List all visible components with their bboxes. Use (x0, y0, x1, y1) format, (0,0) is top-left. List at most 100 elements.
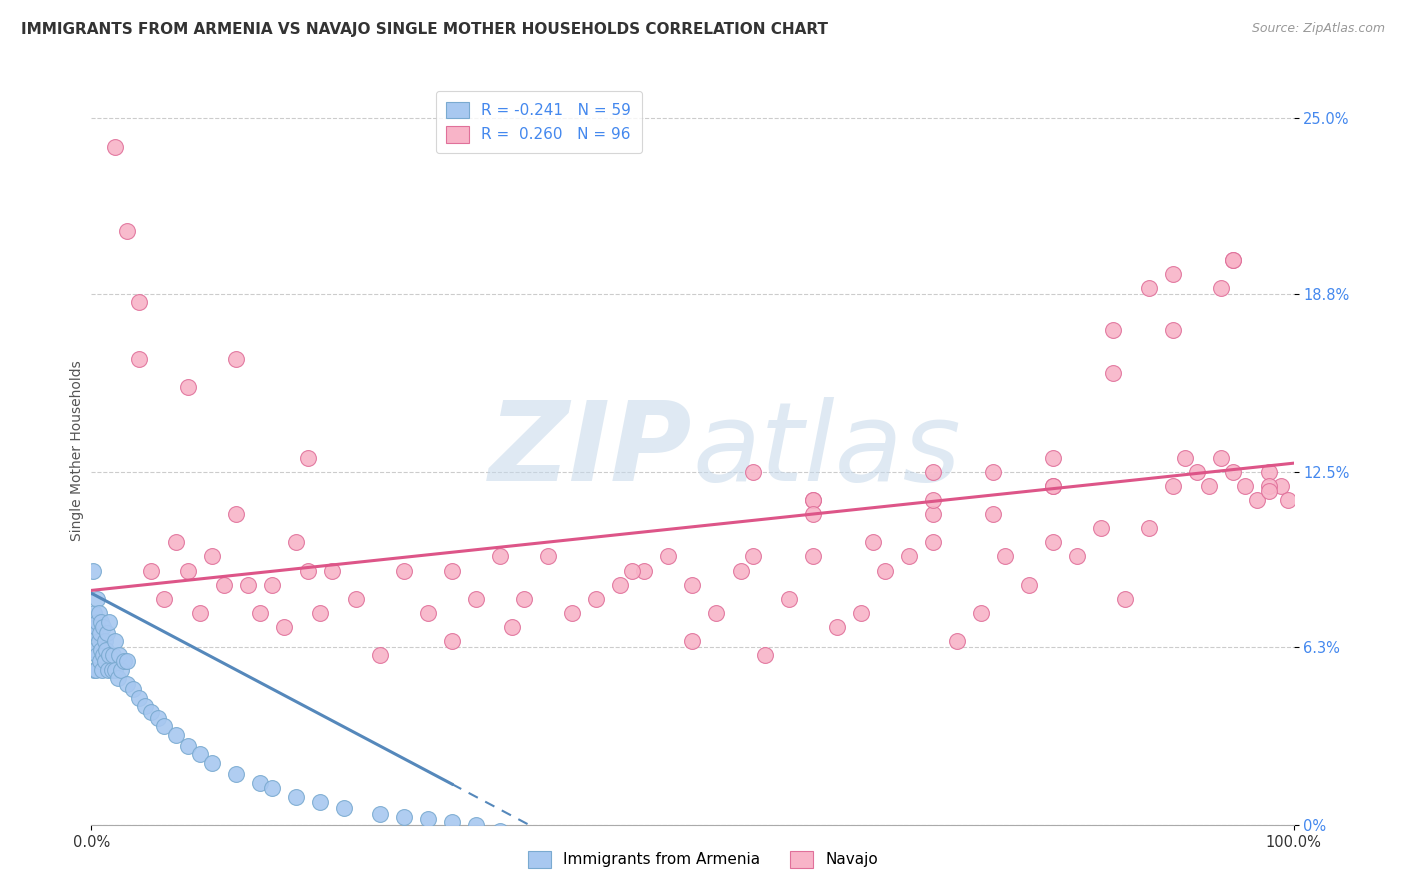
Point (1102, 366, 1125, 380)
Point (1258, 479, 1281, 493)
Point (225, 507, 247, 521)
Point (84, 642, 107, 657)
Point (308, 796, 330, 810)
Point (83, 606, 105, 620)
Point (90, 615, 112, 629)
Point (141, 564, 163, 578)
Text: Source: ZipAtlas.com: Source: ZipAtlas.com (1251, 22, 1385, 36)
Point (108, 648, 131, 663)
Point (1211, 281, 1233, 295)
Legend: Immigrants from Armenia, Navajo: Immigrants from Armenia, Navajo (522, 845, 884, 873)
Point (90, 642, 112, 657)
Point (465, 818, 488, 832)
Point (91, 663, 114, 677)
Point (681, 578, 703, 592)
Point (110, 663, 132, 677)
Point (970, 606, 993, 620)
Point (440, 564, 463, 578)
Point (308, 606, 330, 620)
Point (1042, 535, 1064, 549)
Point (98, 615, 121, 629)
Point (1161, 479, 1184, 493)
Point (96, 625, 118, 640)
Legend: R = -0.241   N = 59, R =  0.260   N = 96: R = -0.241 N = 59, R = 0.260 N = 96 (436, 91, 643, 153)
Point (801, 492, 824, 507)
Point (176, 564, 198, 578)
Point (1277, 492, 1299, 507)
Point (249, 606, 271, 620)
Point (513, 591, 536, 606)
Point (1187, 465, 1209, 479)
Point (82, 564, 104, 578)
Point (128, 351, 150, 366)
Point (609, 578, 631, 592)
Point (284, 789, 307, 804)
Point (200, 549, 222, 564)
Point (1246, 492, 1268, 507)
Point (994, 549, 1017, 564)
Point (754, 648, 776, 663)
Point (1198, 479, 1220, 493)
Point (981, 465, 1004, 479)
Point (1018, 578, 1040, 592)
Point (1137, 521, 1160, 535)
Point (122, 682, 145, 697)
Point (89, 654, 111, 668)
Point (1258, 484, 1281, 499)
Point (416, 606, 439, 620)
Point (152, 591, 174, 606)
Point (86, 591, 108, 606)
Point (236, 578, 259, 592)
Point (117, 677, 139, 691)
Point (440, 815, 463, 830)
Point (1137, 281, 1160, 295)
Point (97, 663, 120, 677)
Text: ZIP: ZIP (489, 397, 692, 504)
Point (1102, 323, 1125, 337)
Point (489, 549, 512, 564)
Point (165, 535, 187, 549)
Point (176, 380, 198, 394)
Point (1042, 479, 1064, 493)
Text: atlas: atlas (692, 397, 962, 504)
Point (86, 615, 108, 629)
Point (1161, 267, 1184, 281)
Point (104, 663, 127, 677)
Point (225, 767, 247, 781)
Point (922, 535, 945, 549)
Point (489, 823, 512, 838)
Point (104, 139, 127, 153)
Point (1270, 479, 1292, 493)
Point (1114, 591, 1136, 606)
Point (633, 564, 655, 578)
Point (621, 564, 644, 578)
Point (104, 634, 127, 648)
Point (344, 591, 367, 606)
Point (862, 535, 884, 549)
Point (368, 648, 391, 663)
Point (134, 699, 156, 714)
Point (501, 620, 523, 634)
Point (849, 606, 872, 620)
Point (392, 809, 415, 823)
Point (188, 747, 211, 762)
Point (1161, 323, 1184, 337)
Point (86, 648, 108, 663)
Point (83, 663, 105, 677)
Point (513, 830, 536, 844)
Point (176, 739, 198, 753)
Point (440, 634, 463, 648)
Point (1042, 450, 1064, 465)
Point (873, 564, 896, 578)
Point (200, 756, 222, 770)
Point (1234, 479, 1257, 493)
Point (297, 450, 319, 465)
Point (297, 564, 319, 578)
Point (897, 549, 920, 564)
Point (922, 507, 945, 521)
Point (87, 606, 110, 620)
Point (801, 492, 824, 507)
Point (1222, 252, 1244, 267)
Point (333, 801, 356, 815)
Point (101, 663, 124, 677)
